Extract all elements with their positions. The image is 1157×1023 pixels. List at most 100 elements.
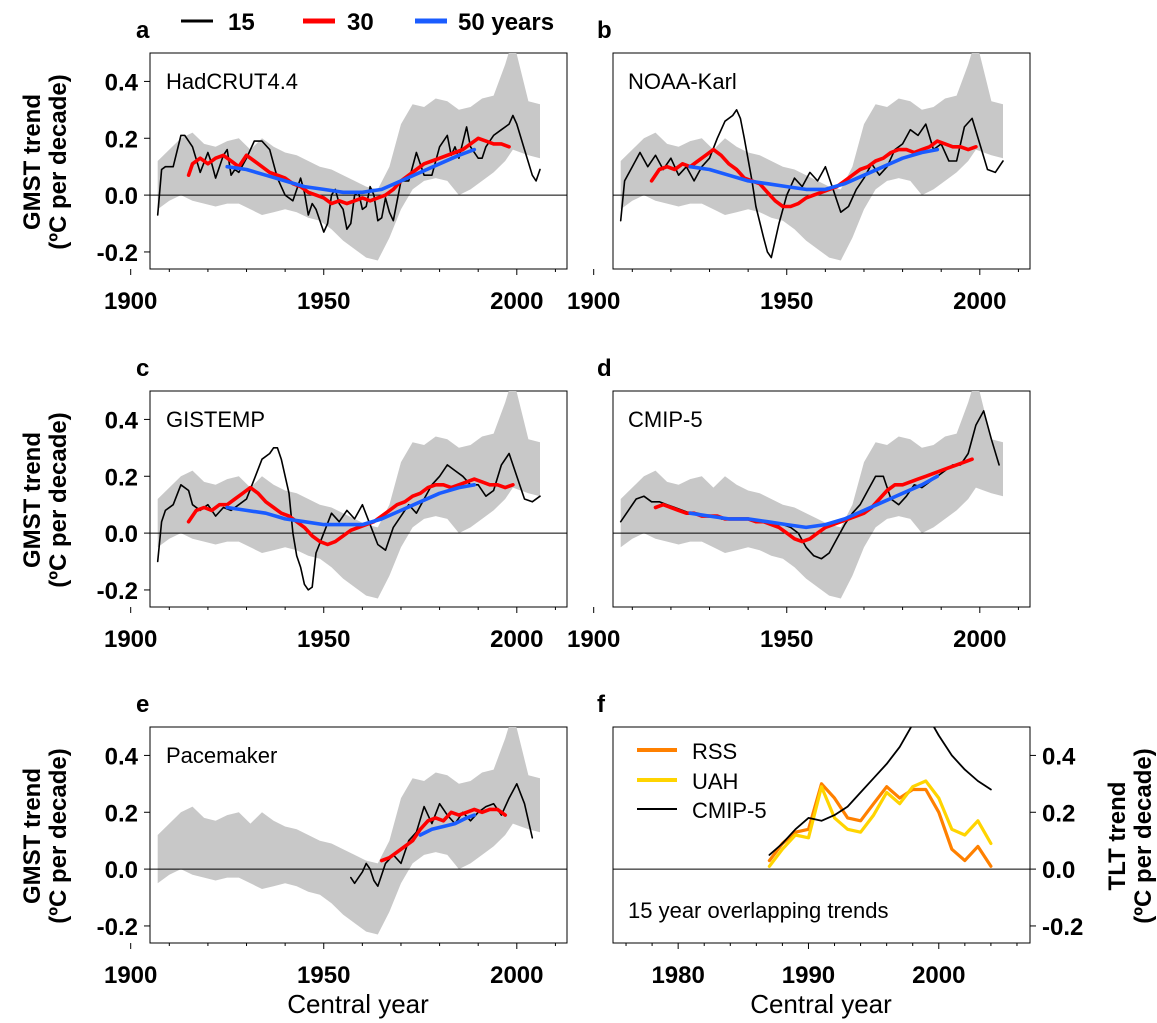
panel-frame bbox=[149, 726, 568, 944]
panel-letter: a bbox=[136, 17, 150, 44]
series-line-uah bbox=[767, 779, 993, 868]
ytick-label: -0.2 bbox=[97, 240, 138, 267]
ytick-label: 0.4 bbox=[105, 69, 139, 96]
plot-clip-group bbox=[150, 53, 567, 261]
xtick-labels: 1900 1950 2000 bbox=[567, 269, 1019, 315]
panel-title: HadCRUT4.4 bbox=[166, 69, 298, 94]
axis-title-line1: GMST trend bbox=[19, 432, 46, 568]
series-line-15 bbox=[349, 782, 534, 888]
x-axis-title-f: Central year bbox=[750, 989, 892, 1019]
panel-frame bbox=[612, 390, 1031, 608]
panel-f-annotation: 15 year overlapping trends bbox=[628, 898, 889, 923]
panel-letter: c bbox=[136, 355, 149, 382]
plot-area bbox=[150, 727, 567, 935]
panel-e: e Pacemaker -0.2 0.0 0.2 0.4 1900 1950 2000 bbox=[97, 691, 568, 989]
series-line-50-years bbox=[418, 813, 477, 837]
ytick-label: 0.2 bbox=[105, 800, 138, 827]
xtick-label: 1950 bbox=[760, 288, 813, 315]
ytick-label: 0.2 bbox=[105, 126, 138, 153]
panel-f-legend: RSS UAH CMIP-5 bbox=[637, 739, 767, 823]
x-axis-title-e: Central year bbox=[287, 989, 429, 1019]
panel-title: NOAA-Karl bbox=[628, 69, 737, 94]
panel-letter: e bbox=[136, 691, 149, 718]
spread-band bbox=[620, 391, 1003, 599]
xtick-label: 1980 bbox=[651, 962, 704, 989]
panel-frame bbox=[149, 52, 568, 270]
spread-band bbox=[620, 53, 1003, 261]
plot-area bbox=[613, 53, 1030, 261]
ytick-label: 0.4 bbox=[1042, 743, 1076, 770]
series-line-50-years bbox=[225, 482, 477, 527]
panel-frame bbox=[149, 390, 568, 608]
ytick-labels: -0.2 0.0 0.2 0.4 bbox=[97, 407, 150, 605]
ytick-label: 0.2 bbox=[105, 464, 138, 491]
plot-area bbox=[150, 53, 567, 261]
xtick-label: 2000 bbox=[490, 962, 543, 989]
xtick-labels: 1900 1950 2000 bbox=[104, 943, 556, 989]
panel-frame bbox=[612, 52, 1031, 270]
xtick-labels: 1900 1950 2000 bbox=[104, 607, 556, 653]
plot-clip-group bbox=[613, 53, 1030, 261]
xtick-labels: 1980 1990 2000 bbox=[625, 943, 1018, 989]
series-line-50-years bbox=[688, 147, 940, 192]
xtick-label: 1900 bbox=[104, 288, 157, 315]
legend-label-cmip5: CMIP-5 bbox=[692, 798, 767, 823]
ytick-label: 0.2 bbox=[1042, 800, 1075, 827]
ytick-label: 0.0 bbox=[1042, 857, 1075, 884]
ytick-label: 0.0 bbox=[105, 521, 138, 548]
spread-band bbox=[157, 727, 540, 935]
plot-area bbox=[150, 391, 567, 599]
panel-f: f -0.2 0.0 0.2 0.4 1980 1990 2000 RSS UAH CMI… bbox=[597, 691, 1083, 989]
axis-title-line2: (ºC per decade) bbox=[45, 74, 72, 249]
ytick-label: 0.0 bbox=[105, 857, 138, 884]
plot-clip-group bbox=[150, 391, 567, 599]
panel-c: c GISTEMP -0.2 0.0 0.2 0.4 1900 1950 2000 bbox=[97, 355, 568, 653]
plot-clip-group bbox=[613, 727, 1030, 870]
panel-title: Pacemaker bbox=[166, 743, 277, 768]
ytick-label: 0.0 bbox=[105, 183, 138, 210]
top-legend: 15 30 50 years bbox=[181, 9, 554, 36]
legend-label-uah: UAH bbox=[692, 769, 738, 794]
spread-band bbox=[157, 391, 540, 599]
series-line-cmip-5 bbox=[768, 727, 992, 856]
panel-letter: f bbox=[597, 691, 606, 718]
xtick-label: 2000 bbox=[490, 626, 543, 653]
series-line-30 bbox=[186, 477, 515, 547]
xtick-labels: 1900 1950 2000 bbox=[104, 269, 556, 315]
axis-title-line2: (ºC per decade) bbox=[1130, 748, 1157, 923]
axis-title-line1: TLT trend bbox=[1104, 782, 1131, 891]
xtick-label: 1950 bbox=[297, 962, 350, 989]
panel-title: GISTEMP bbox=[166, 407, 265, 432]
series-line-50-years bbox=[225, 147, 477, 195]
axis-title-line1: GMST trend bbox=[19, 94, 46, 230]
xtick-label: 2000 bbox=[953, 626, 1006, 653]
series-line-30 bbox=[649, 139, 978, 209]
ytick-label: 0.4 bbox=[105, 743, 139, 770]
xtick-labels: 1900 1950 2000 bbox=[567, 607, 1019, 653]
xtick-label: 1900 bbox=[104, 626, 157, 653]
panel-title: CMIP-5 bbox=[628, 407, 703, 432]
ytick-label: 0.4 bbox=[105, 407, 139, 434]
ytick-labels: -0.2 0.0 0.2 0.4 bbox=[1030, 743, 1083, 941]
plot-clip-group bbox=[150, 727, 567, 935]
series-line-50-years bbox=[688, 474, 940, 530]
xtick-label: 1900 bbox=[104, 962, 157, 989]
plot-area bbox=[613, 391, 1030, 599]
y-axis-title-a: GMST trend (ºC per decade) bbox=[19, 74, 72, 249]
ytick-labels: -0.2 0.0 0.2 0.4 bbox=[97, 69, 150, 267]
xtick-label: 1950 bbox=[760, 626, 813, 653]
panel-a: a HadCRUT4.4 -0.2 0.0 0.2 0.4 1900 1950 2000 bbox=[97, 17, 568, 315]
ytick-label: -0.2 bbox=[97, 914, 138, 941]
legend-label-15: 15 bbox=[228, 9, 255, 36]
spread-band bbox=[157, 53, 540, 261]
plot-clip-group bbox=[613, 391, 1030, 599]
panel-frame bbox=[612, 726, 1031, 944]
panel-letter: d bbox=[597, 355, 612, 382]
y-axis-title-c: GMST trend (ºC per decade) bbox=[19, 412, 72, 587]
panel-b: b NOAA-Karl 1900 1950 2000 bbox=[567, 17, 1031, 315]
panel-d: d CMIP-5 1900 1950 2000 bbox=[567, 355, 1031, 653]
legend-label-50-years: 50 years bbox=[458, 9, 554, 36]
xtick-label: 1990 bbox=[782, 962, 835, 989]
panel-letter: b bbox=[597, 17, 612, 44]
